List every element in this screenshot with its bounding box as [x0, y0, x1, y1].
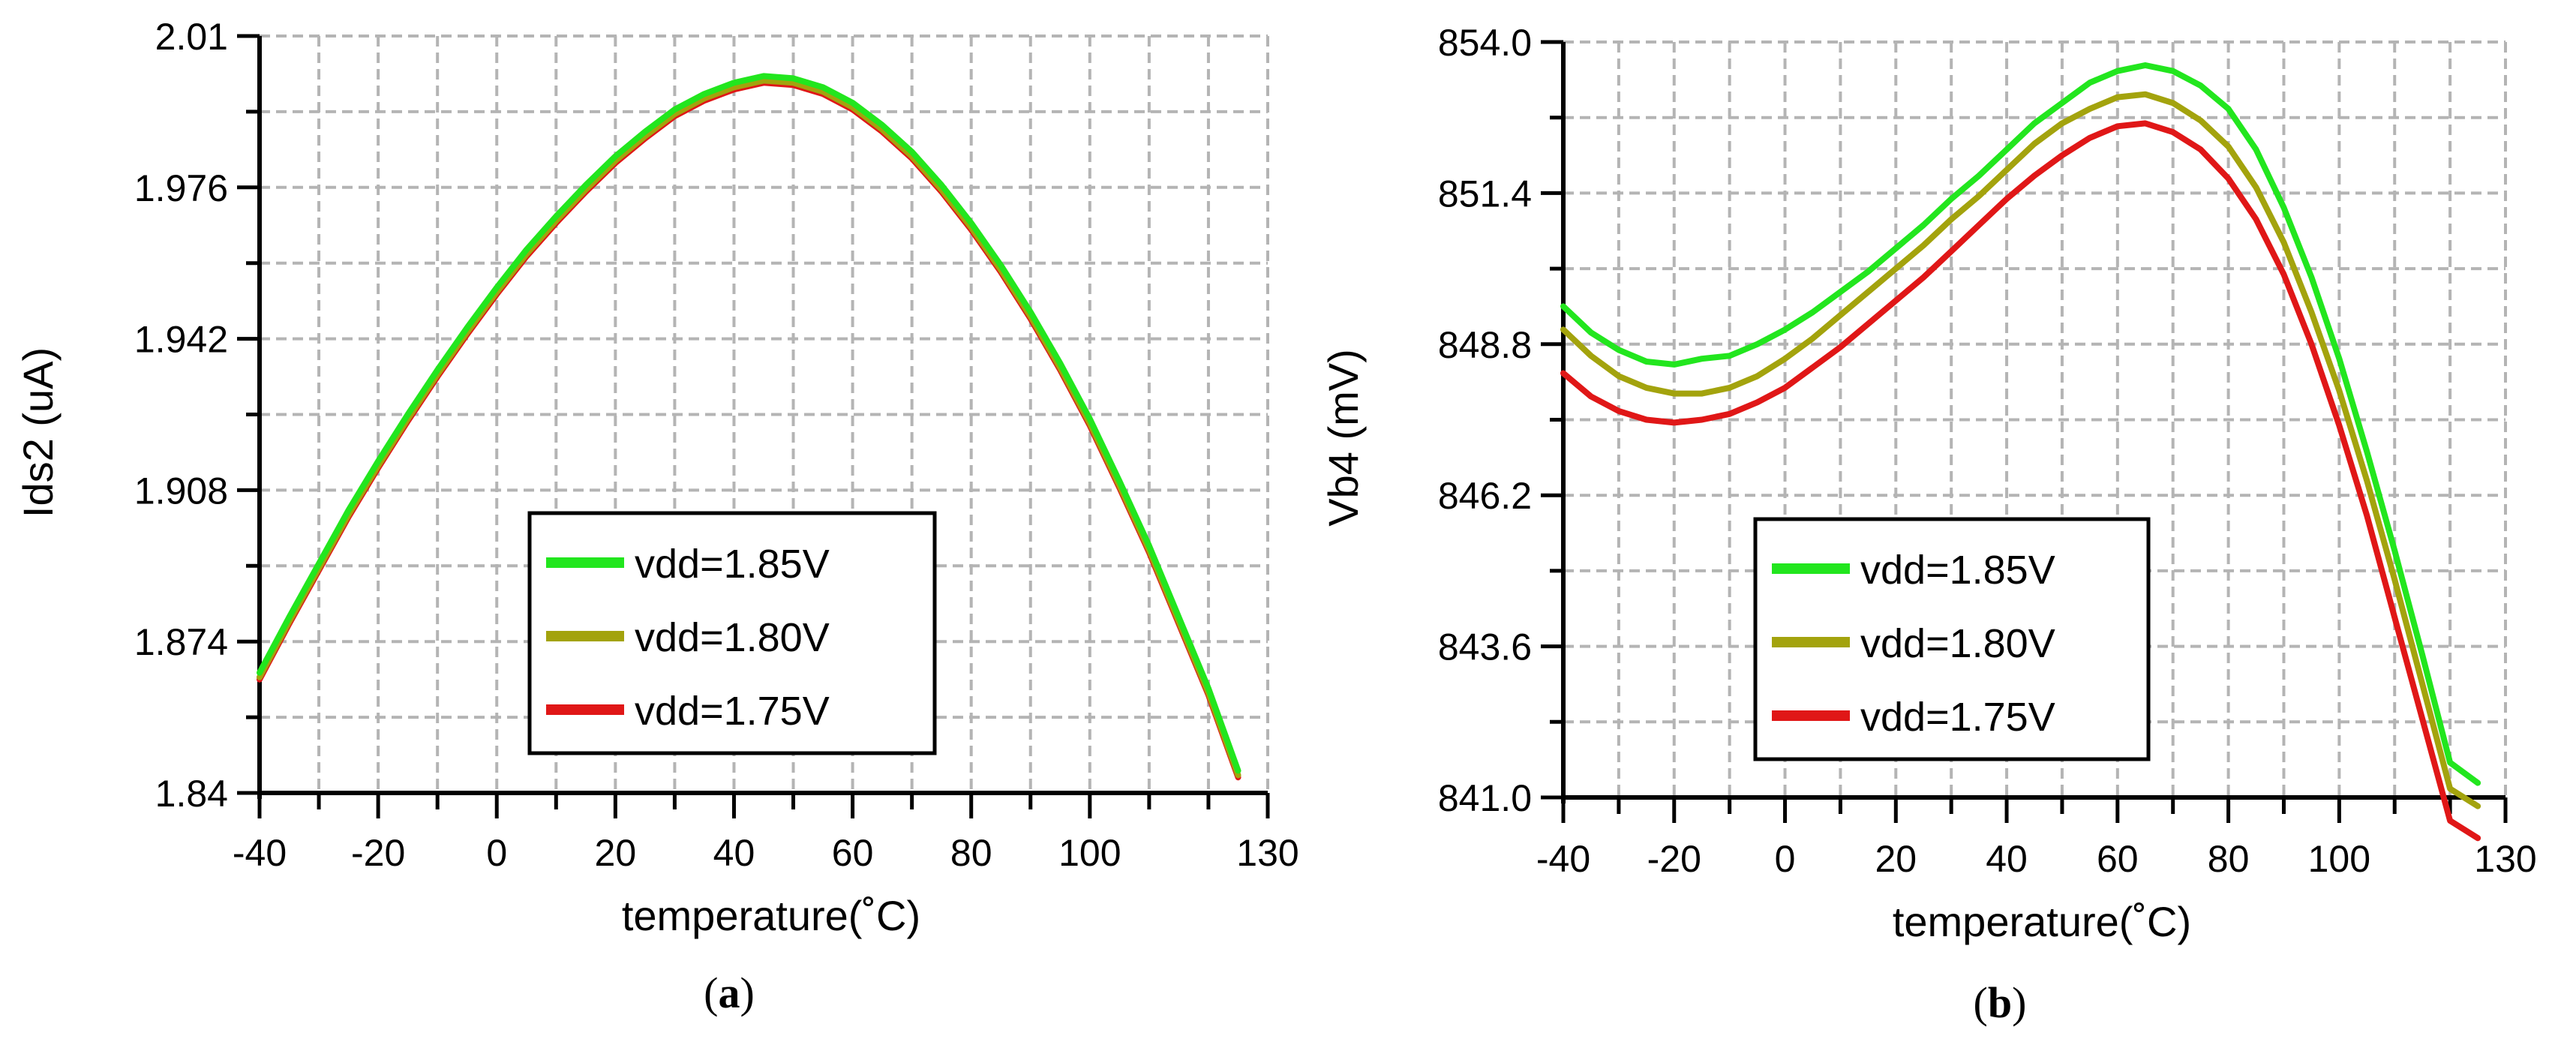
y-tick-label: 848.8 [1438, 324, 1532, 366]
x-tick-label: -20 [1647, 838, 1701, 880]
y-tick-label: 2.01 [155, 16, 228, 58]
x-tick-label: 40 [1986, 838, 2028, 880]
x-tick-label: -40 [233, 832, 287, 874]
y-tick-label: 1.942 [134, 319, 228, 361]
y-tick-label: 854.0 [1438, 22, 1532, 64]
y-axis-title: Ids2 (uA) [14, 347, 62, 518]
series-line-vdd=1.85V [257, 73, 1241, 774]
x-tick-label: 100 [1058, 832, 1121, 874]
legend: vdd=1.85V vdd=1.80V vdd=1.75V [1753, 517, 2151, 761]
legend-label: vdd=1.80V [635, 615, 830, 660]
y-tick-label: 1.908 [134, 470, 228, 512]
y-tick-label: 1.874 [134, 621, 228, 663]
legend-label: vdd=1.75V [1860, 695, 2055, 740]
x-tick-label: 80 [950, 832, 992, 874]
legend-label: vdd=1.75V [635, 689, 830, 734]
y-tick-label: 841.0 [1438, 777, 1532, 819]
caption-letter: b [1988, 978, 2012, 1027]
caption-open: ( [704, 968, 718, 1017]
y-axis-title: Vb4 (mV) [1320, 349, 1367, 527]
x-tick-label: 130 [1236, 832, 1299, 874]
x-tick-label: 0 [1775, 838, 1796, 880]
legend-label: vdd=1.85V [635, 542, 830, 587]
figure-caption: (b) [1974, 978, 2027, 1027]
legend: vdd=1.85V vdd=1.80V vdd=1.75V [527, 511, 937, 755]
legend-label: vdd=1.85V [1860, 548, 2055, 593]
x-tick-label: 0 [486, 832, 507, 874]
series-group [257, 73, 1241, 781]
x-tick-label: 60 [2097, 838, 2139, 880]
series-line-vdd=1.75V [1560, 120, 2481, 842]
y-tick-label: 843.6 [1438, 626, 1532, 668]
x-axis-title: temperature(˚C) [622, 892, 920, 939]
x-tick-label: -20 [351, 832, 405, 874]
y-tick-label: 851.4 [1438, 173, 1532, 215]
y-tick-label: 846.2 [1438, 475, 1532, 517]
caption-open: ( [1974, 978, 1988, 1027]
figure-caption: (a) [704, 968, 755, 1017]
x-tick-label: 100 [2308, 838, 2370, 880]
series-line-vdd=1.85V [1560, 62, 2481, 786]
x-tick-label: 20 [1875, 838, 1917, 880]
x-tick-label: -40 [1536, 838, 1590, 880]
y-tick-label: 1.84 [155, 773, 228, 815]
caption-letter: a [719, 968, 740, 1017]
x-tick-label: 60 [832, 832, 874, 874]
x-tick-label: 130 [2474, 838, 2536, 880]
legend-label: vdd=1.80V [1860, 621, 2055, 666]
y-tick-label: 1.976 [134, 167, 228, 209]
x-tick-label: 40 [713, 832, 755, 874]
chart-panel-a: -40 -20 0 20 40 60 80 100 130 1.84 1.874 1.908 1.942… [14, 16, 1299, 1017]
series-group [1560, 62, 2481, 842]
caption-close: ) [2012, 978, 2026, 1027]
x-tick-label: 80 [2208, 838, 2250, 880]
caption-close: ) [740, 968, 755, 1017]
x-axis-title: temperature(˚C) [1893, 898, 2191, 945]
series-line-vdd=1.80V [1560, 91, 2481, 809]
x-tick-label: 20 [595, 832, 637, 874]
chart-panel-b: -40 -20 0 20 40 60 80 100 130 841.0 843.6 846.2 848.… [1320, 22, 2537, 1027]
